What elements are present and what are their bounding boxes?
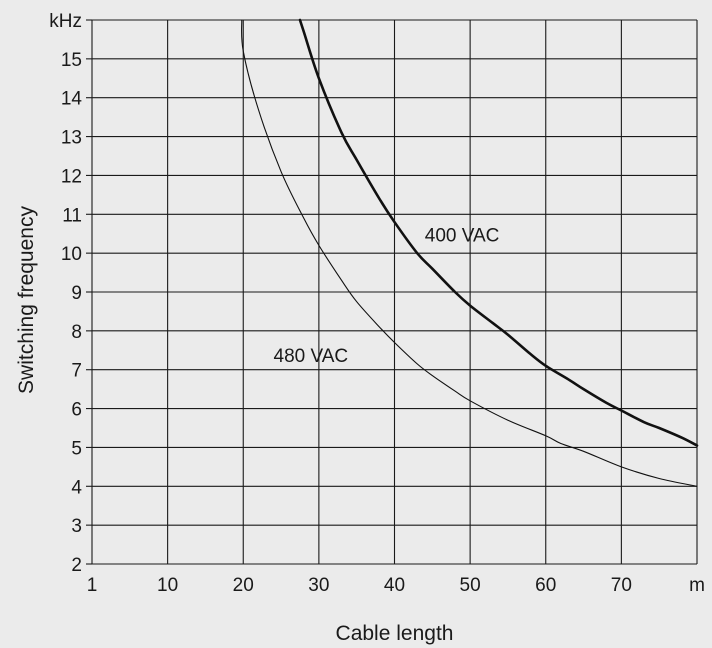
y-tick-label: 8 [71, 322, 82, 343]
series-line-480-vac [241, 19, 698, 487]
y-tick-label: 2 [71, 555, 82, 576]
series-line-400-vac [298, 18, 699, 447]
x-tick-label: 60 [535, 575, 556, 596]
series-label-480-vac: 480 VAC [274, 346, 349, 367]
y-tick-label: 7 [71, 361, 82, 382]
y-unit-label: kHz [49, 11, 82, 32]
y-tick-label: 4 [71, 477, 82, 498]
grid [86, 19, 698, 565]
x-axis-title: Cable length [336, 622, 454, 645]
y-tick-label: 3 [71, 516, 82, 537]
x-tick-label: 20 [233, 575, 254, 596]
series-lines [241, 18, 699, 487]
x-tick-label: 30 [308, 575, 329, 596]
series-label-400-vac: 400 VAC [425, 225, 500, 246]
y-tick-label: 9 [71, 283, 82, 304]
y-tick-label: 10 [61, 244, 82, 265]
y-tick-label: 13 [61, 128, 82, 149]
y-tick-label: 11 [62, 205, 82, 226]
y-tick-label: 14 [61, 89, 83, 110]
y-tick-label: 15 [61, 50, 82, 71]
x-tick-label: 1 [87, 575, 98, 596]
y-tick-label: 12 [61, 166, 82, 187]
x-tick-label: 40 [384, 575, 405, 596]
y-axis-title: Switching frequency [15, 206, 38, 394]
x-unit-label: m [689, 575, 705, 596]
y-tick-label: 6 [71, 400, 82, 421]
x-tick-label: 10 [157, 575, 178, 596]
x-tick-label: 50 [460, 575, 481, 596]
tick-labels: 1 10 20 30 40 50 60 70 2 3 4 5 6 7 8 9 10 11 12 13 14 15 [61, 50, 632, 596]
y-tick-label: 5 [71, 438, 82, 459]
x-tick-label: 70 [611, 575, 632, 596]
